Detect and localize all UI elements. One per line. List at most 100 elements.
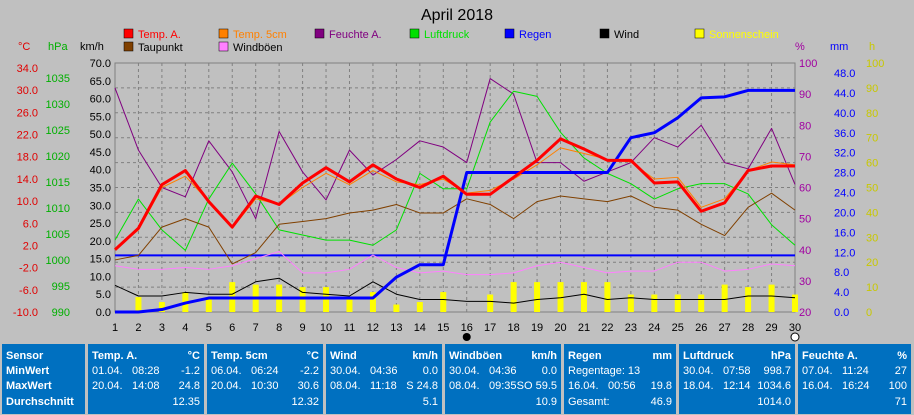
max-time: 16:24 — [842, 380, 870, 392]
sunshine-bar — [135, 297, 142, 312]
stat-card: Temp. A. °C 01.04. 08:28 -1.2 20.04. 14:08 24.8… — [88, 344, 204, 414]
sunshine-bar — [580, 282, 587, 312]
mm-tick-label: 16.0 — [834, 227, 855, 239]
weather-chart: April 2018 34.0 30.0 26.0 22.0 18.0 14.0 10.0 6.… — [13, 7, 884, 342]
h-tick-label: 10 — [866, 282, 878, 294]
max-date: 20.04. — [211, 380, 242, 392]
h-tick-label: 80 — [866, 108, 878, 120]
series-line — [114, 251, 796, 276]
max-date: 18.04. — [683, 380, 714, 392]
sunshine-bar — [651, 294, 658, 312]
chart-svg: April 201834.030.026.022.018.014.010.06.… — [13, 7, 884, 342]
stat-card: Regen mm Regentage: 13 16.04. 00:56 19.8 46.9 G… — [564, 344, 676, 414]
x-tick-label: 7 — [253, 322, 259, 334]
sunshine-bar — [627, 294, 634, 312]
pct-tick-label: 50 — [799, 214, 811, 226]
max-date: 16.04. — [568, 380, 599, 392]
max-value: SO 59.5 — [516, 380, 557, 392]
card-unit: km/h — [531, 350, 557, 362]
max-time: 09:35 — [489, 380, 517, 392]
hpa-axis-label: hPa — [48, 41, 68, 53]
min-date: 30.04. — [683, 365, 714, 377]
temp-tick-label: 2.0 — [23, 240, 38, 252]
avg-value: 46.9 — [650, 396, 672, 408]
legend-swatch — [599, 28, 610, 39]
min-time: 08:28 — [132, 365, 160, 377]
x-tick-label: 30 — [789, 322, 801, 334]
sunshine-bar — [674, 294, 681, 312]
sunshine-bar — [158, 302, 165, 312]
x-tick-label: 11 — [344, 322, 355, 334]
sunshine-bar — [369, 292, 376, 312]
min-date: 30.04. — [449, 365, 480, 377]
max-date: 08.04. — [449, 380, 480, 392]
card-title: Luftdruck — [683, 350, 734, 362]
avg-label: Durchschnitt — [6, 396, 74, 408]
x-tick-label: 2 — [135, 322, 141, 334]
sunshine-bar — [557, 282, 564, 312]
kmh-tick-label: 35.0 — [90, 183, 111, 195]
max-value: 19.8 — [650, 380, 672, 392]
x-tick-label: 13 — [390, 322, 402, 334]
x-tick-label: 16 — [461, 322, 473, 334]
x-tick-label: 21 — [578, 322, 590, 334]
card-title: Feuchte A. — [802, 350, 858, 362]
series-line — [115, 88, 795, 314]
legend-swatch — [218, 41, 229, 52]
max-label: MaxWert — [6, 380, 52, 392]
hpa-tick-label: 1010 — [46, 203, 70, 215]
min-value: 998.7 — [763, 365, 791, 377]
max-time: 00:56 — [608, 380, 636, 392]
card-unit: % — [897, 350, 907, 362]
new-moon-icon — [462, 333, 471, 341]
temp-tick-label: -6.0 — [19, 285, 38, 297]
hpa-tick-label: 990 — [52, 307, 70, 319]
x-tick-label: 26 — [695, 322, 707, 334]
min-date: 30.04. — [330, 365, 361, 377]
pct-tick-label: 30 — [799, 276, 811, 288]
hpa-tick-label: 1025 — [46, 125, 70, 137]
temp-axis-label: °C — [18, 41, 30, 53]
legend-label: Sonnenschein — [709, 29, 779, 41]
card-title: Temp. A. — [92, 350, 138, 362]
mm-tick-label: 4.0 — [834, 287, 849, 299]
chart-title: April 2018 — [421, 7, 493, 24]
min-date: 07.04. — [802, 365, 833, 377]
x-tick-label: 3 — [159, 322, 165, 334]
series-line — [114, 277, 796, 304]
max-value: 100 — [888, 380, 907, 392]
statistics-footer: Sensor MinWert MaxWert Durchschnitt Temp… — [0, 342, 914, 415]
kmh-tick-label: 5.0 — [96, 289, 111, 301]
max-value: S 24.8 — [406, 380, 438, 392]
avg-value: 12.35 — [172, 396, 200, 408]
x-tick-label: 1 — [112, 322, 118, 334]
series-line — [114, 192, 796, 265]
temp-tick-label: -2.0 — [19, 263, 38, 275]
x-tick-label: 20 — [554, 322, 566, 334]
sunshine-bar — [416, 302, 423, 312]
legend-label: Regen — [519, 29, 551, 41]
legend-label: Windböen — [233, 42, 283, 54]
full-moon-icon — [790, 332, 800, 342]
max-date: 08.04. — [330, 380, 361, 392]
stat-card: Wind km/h 30.04. 04:36 0.0 08.04. 11:18 S 24.8 5… — [326, 344, 442, 414]
pct-tick-label: 20 — [799, 307, 811, 319]
min-label: MinWert — [6, 365, 50, 377]
legend-label: Temp. A. — [138, 29, 181, 41]
kmh-tick-label: 45.0 — [90, 147, 111, 159]
h-tick-label: 50 — [866, 183, 878, 195]
hpa-tick-label: 1035 — [46, 73, 70, 85]
h-tick-label: 0 — [866, 307, 872, 319]
sunshine-bar — [510, 282, 517, 312]
h-tick-label: 60 — [866, 158, 878, 170]
hpa-tick-label: 1030 — [46, 99, 70, 111]
temp-tick-label: 18.0 — [17, 152, 38, 164]
h-tick-label: 90 — [866, 83, 878, 95]
min-date: 01.04. — [92, 365, 123, 377]
hpa-tick-label: 1015 — [46, 177, 70, 189]
kmh-tick-label: 40.0 — [90, 165, 111, 177]
card-title: Regen — [568, 350, 602, 362]
sensor-card: Sensor MinWert MaxWert Durchschnitt — [2, 344, 85, 414]
pct-tick-label: 90 — [799, 89, 811, 101]
mm-tick-label: 48.0 — [834, 68, 855, 80]
